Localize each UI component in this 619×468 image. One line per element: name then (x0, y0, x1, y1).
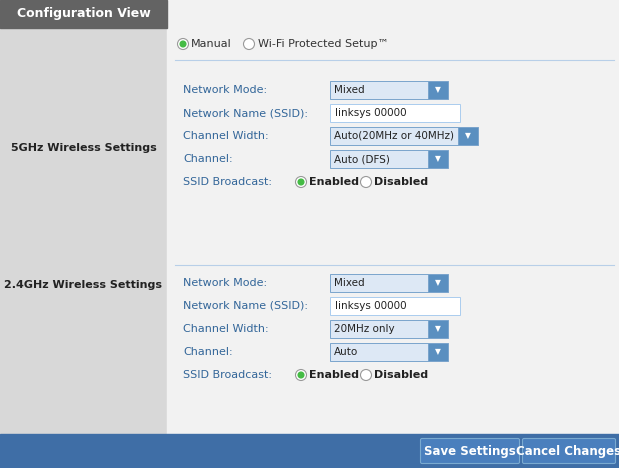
Text: Channel:: Channel: (183, 154, 233, 164)
Circle shape (180, 41, 186, 47)
Circle shape (298, 179, 304, 185)
Text: Network Name (SSID):: Network Name (SSID): (183, 108, 308, 118)
Text: 20MHz only: 20MHz only (334, 324, 395, 334)
Text: 2.4GHz Wireless Settings: 2.4GHz Wireless Settings (4, 280, 163, 290)
Bar (0, 0, 167, 468)
Bar (330, 81, 428, 99)
Bar (330, 297, 460, 315)
Bar (428, 274, 448, 292)
Bar (330, 150, 428, 168)
Text: Disabled: Disabled (374, 370, 428, 380)
Circle shape (243, 38, 254, 50)
Bar (428, 320, 448, 338)
Circle shape (360, 176, 371, 188)
Text: ▼: ▼ (435, 348, 441, 357)
Text: Wi-Fi Protected Setup™: Wi-Fi Protected Setup™ (258, 39, 389, 49)
Bar (0, 0, 167, 28)
Text: Mixed: Mixed (334, 278, 365, 288)
Text: 5GHz Wireless Settings: 5GHz Wireless Settings (11, 143, 157, 153)
Text: ▼: ▼ (435, 154, 441, 163)
Circle shape (298, 372, 304, 378)
Text: Manual: Manual (191, 39, 232, 49)
Bar (428, 150, 448, 168)
Bar (0, 434, 619, 468)
Text: Cancel Changes: Cancel Changes (516, 445, 619, 458)
Circle shape (360, 370, 371, 380)
Bar (458, 127, 478, 145)
Text: Network Mode:: Network Mode: (183, 278, 267, 288)
Bar (428, 343, 448, 361)
Circle shape (295, 176, 306, 188)
Text: Enabled: Enabled (309, 177, 359, 187)
Text: Save Settings: Save Settings (424, 445, 516, 458)
Text: SSID Broadcast:: SSID Broadcast: (183, 370, 272, 380)
Text: Channel Width:: Channel Width: (183, 131, 269, 141)
Bar (428, 81, 448, 99)
Bar (330, 343, 428, 361)
Text: Network Mode:: Network Mode: (183, 85, 267, 95)
Text: Configuration View: Configuration View (17, 7, 150, 21)
Text: Channel Width:: Channel Width: (183, 324, 269, 334)
Bar (167, 0, 619, 468)
Text: linksys 00000: linksys 00000 (335, 301, 407, 311)
Text: ▼: ▼ (465, 132, 471, 140)
Bar (330, 104, 460, 122)
Text: Auto: Auto (334, 347, 358, 357)
Circle shape (295, 370, 306, 380)
Text: ▼: ▼ (435, 278, 441, 287)
Bar (330, 127, 458, 145)
FancyBboxPatch shape (522, 439, 615, 463)
Text: Disabled: Disabled (374, 177, 428, 187)
Text: Auto (DFS): Auto (DFS) (334, 154, 390, 164)
Text: Channel:: Channel: (183, 347, 233, 357)
Text: Enabled: Enabled (309, 370, 359, 380)
Text: ▼: ▼ (435, 86, 441, 95)
FancyBboxPatch shape (420, 439, 519, 463)
Text: Auto(20MHz or 40MHz): Auto(20MHz or 40MHz) (334, 131, 454, 141)
Circle shape (178, 38, 189, 50)
Bar (330, 320, 428, 338)
Text: Network Name (SSID):: Network Name (SSID): (183, 301, 308, 311)
Bar (330, 274, 428, 292)
Text: ▼: ▼ (435, 324, 441, 334)
Text: Mixed: Mixed (334, 85, 365, 95)
Text: SSID Broadcast:: SSID Broadcast: (183, 177, 272, 187)
Text: linksys 00000: linksys 00000 (335, 108, 407, 118)
